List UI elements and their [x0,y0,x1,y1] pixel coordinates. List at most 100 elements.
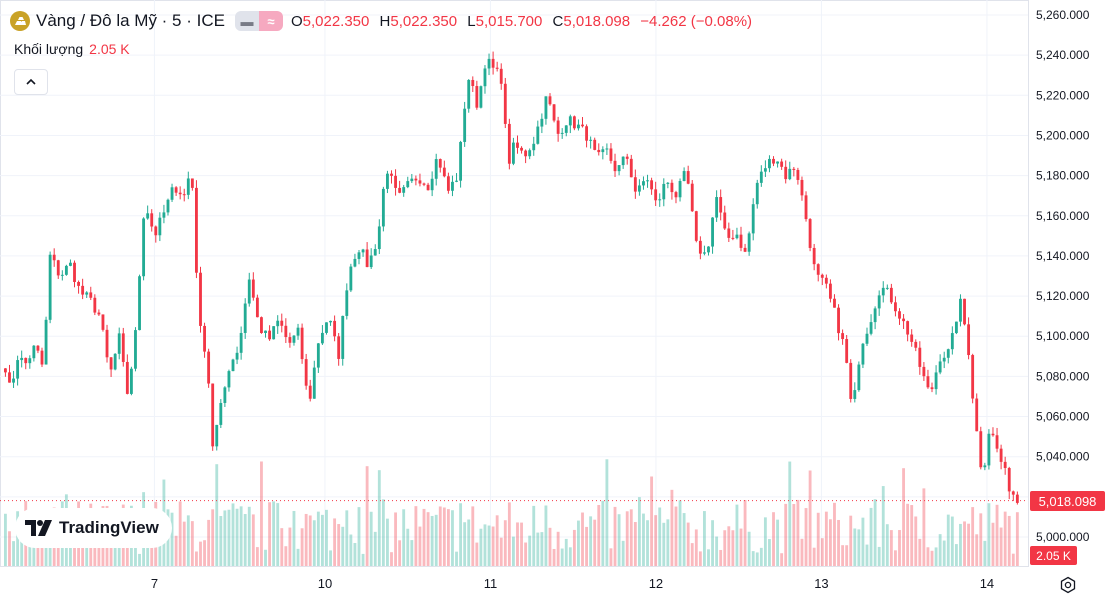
volume-bar [739,528,743,566]
candle-body [715,197,719,218]
candle-body [105,329,109,358]
volume-bar [983,540,987,566]
volume-bar [170,512,174,566]
volume-bar [768,539,771,566]
y-tick-label: 5,140.000 [1036,249,1090,263]
volume-bar [381,499,385,566]
candle-body [487,58,491,69]
volume-bar [479,528,483,566]
candle-body [288,337,292,343]
candle-body [930,387,934,390]
candle-body [1007,468,1011,492]
volume-bar [373,531,377,566]
x-tick-label: 10 [318,576,332,591]
volume-bar [288,527,292,566]
volume-bar [995,504,999,566]
volume-bar [959,523,962,566]
candle-body [532,143,536,151]
candle-body [719,197,723,213]
volume-bar [296,548,300,566]
candle-body [601,149,605,153]
close-label: C [552,12,564,30]
candle-body [455,180,458,182]
volume-bar [300,528,304,566]
candle-body [60,274,64,276]
candle-body [316,343,320,368]
volume-bar [442,507,446,566]
candle-body [918,347,922,367]
tradingview-logo[interactable]: TradingView [15,508,172,548]
volume-bar [483,524,487,566]
volume-value: 2.05 K [89,41,130,57]
volume-bar [845,545,849,566]
volume-bar [377,470,381,566]
candle-body [816,264,820,275]
minus-icon[interactable]: ▬ [234,11,259,31]
volume-bar [906,503,910,566]
candle-body [463,108,467,142]
candle-body [833,298,836,308]
symbol-title[interactable]: Vàng / Đô la Mỹ · 5 · ICE [36,11,225,30]
candle-body [300,327,304,360]
volume-bar [410,540,414,566]
volume-bar [946,514,950,566]
volume-bar [719,549,723,566]
candle-body [365,249,369,268]
volume-bar [589,516,593,566]
volume-bar [255,547,259,566]
volume-bar [963,521,966,566]
volume-bar [889,530,893,566]
y-tick-label: 5,180.000 [1036,169,1090,183]
volume-bar [560,548,564,566]
candle-body [56,260,60,276]
settings-gear-icon[interactable] [1058,575,1078,595]
volume-bar [507,502,511,566]
candle-body [239,332,243,353]
volume-bar [548,527,552,566]
candle-body [597,149,601,153]
candle-body [20,357,24,361]
candle-body [325,322,328,333]
volume-bar [698,551,702,566]
candle-body [581,124,584,127]
candle-body [422,183,426,185]
volume-bar [670,489,674,566]
candle-body [942,357,946,362]
volume-bar [138,553,141,566]
volume-bar [8,531,11,566]
y-tick-label: 5,120.000 [1036,289,1090,303]
candle-body [109,357,113,370]
candle-body [637,185,641,192]
candle-body [788,168,792,180]
candle-body [877,295,881,309]
candle-body [166,199,170,213]
volume-bar [528,535,532,566]
candle-body [247,279,251,304]
candle-body [199,272,202,326]
brand-name: TradingView [59,518,159,537]
volume-bar [873,499,877,566]
candle-body [170,187,174,200]
collapse-legend-button[interactable] [14,69,48,95]
volume-bar [308,515,312,566]
candle-body [467,79,471,109]
volume-bar [894,550,897,566]
candle-body [999,448,1003,462]
candle-body [69,262,72,266]
candle-body [394,175,397,188]
volume-bar [125,535,129,566]
candle-body [353,258,357,267]
approx-icon[interactable]: ≈ [258,11,283,31]
candle-body [556,120,560,134]
candle-body [1003,461,1007,469]
candle-body [963,298,966,325]
candle-body [743,247,747,252]
volume-bar [849,515,853,566]
candle-body [609,148,613,161]
chevron-up-icon [26,78,36,85]
volume-bar [833,502,836,566]
volume-bar [247,506,251,566]
volume-bar [284,546,288,566]
candle-body [572,116,576,129]
